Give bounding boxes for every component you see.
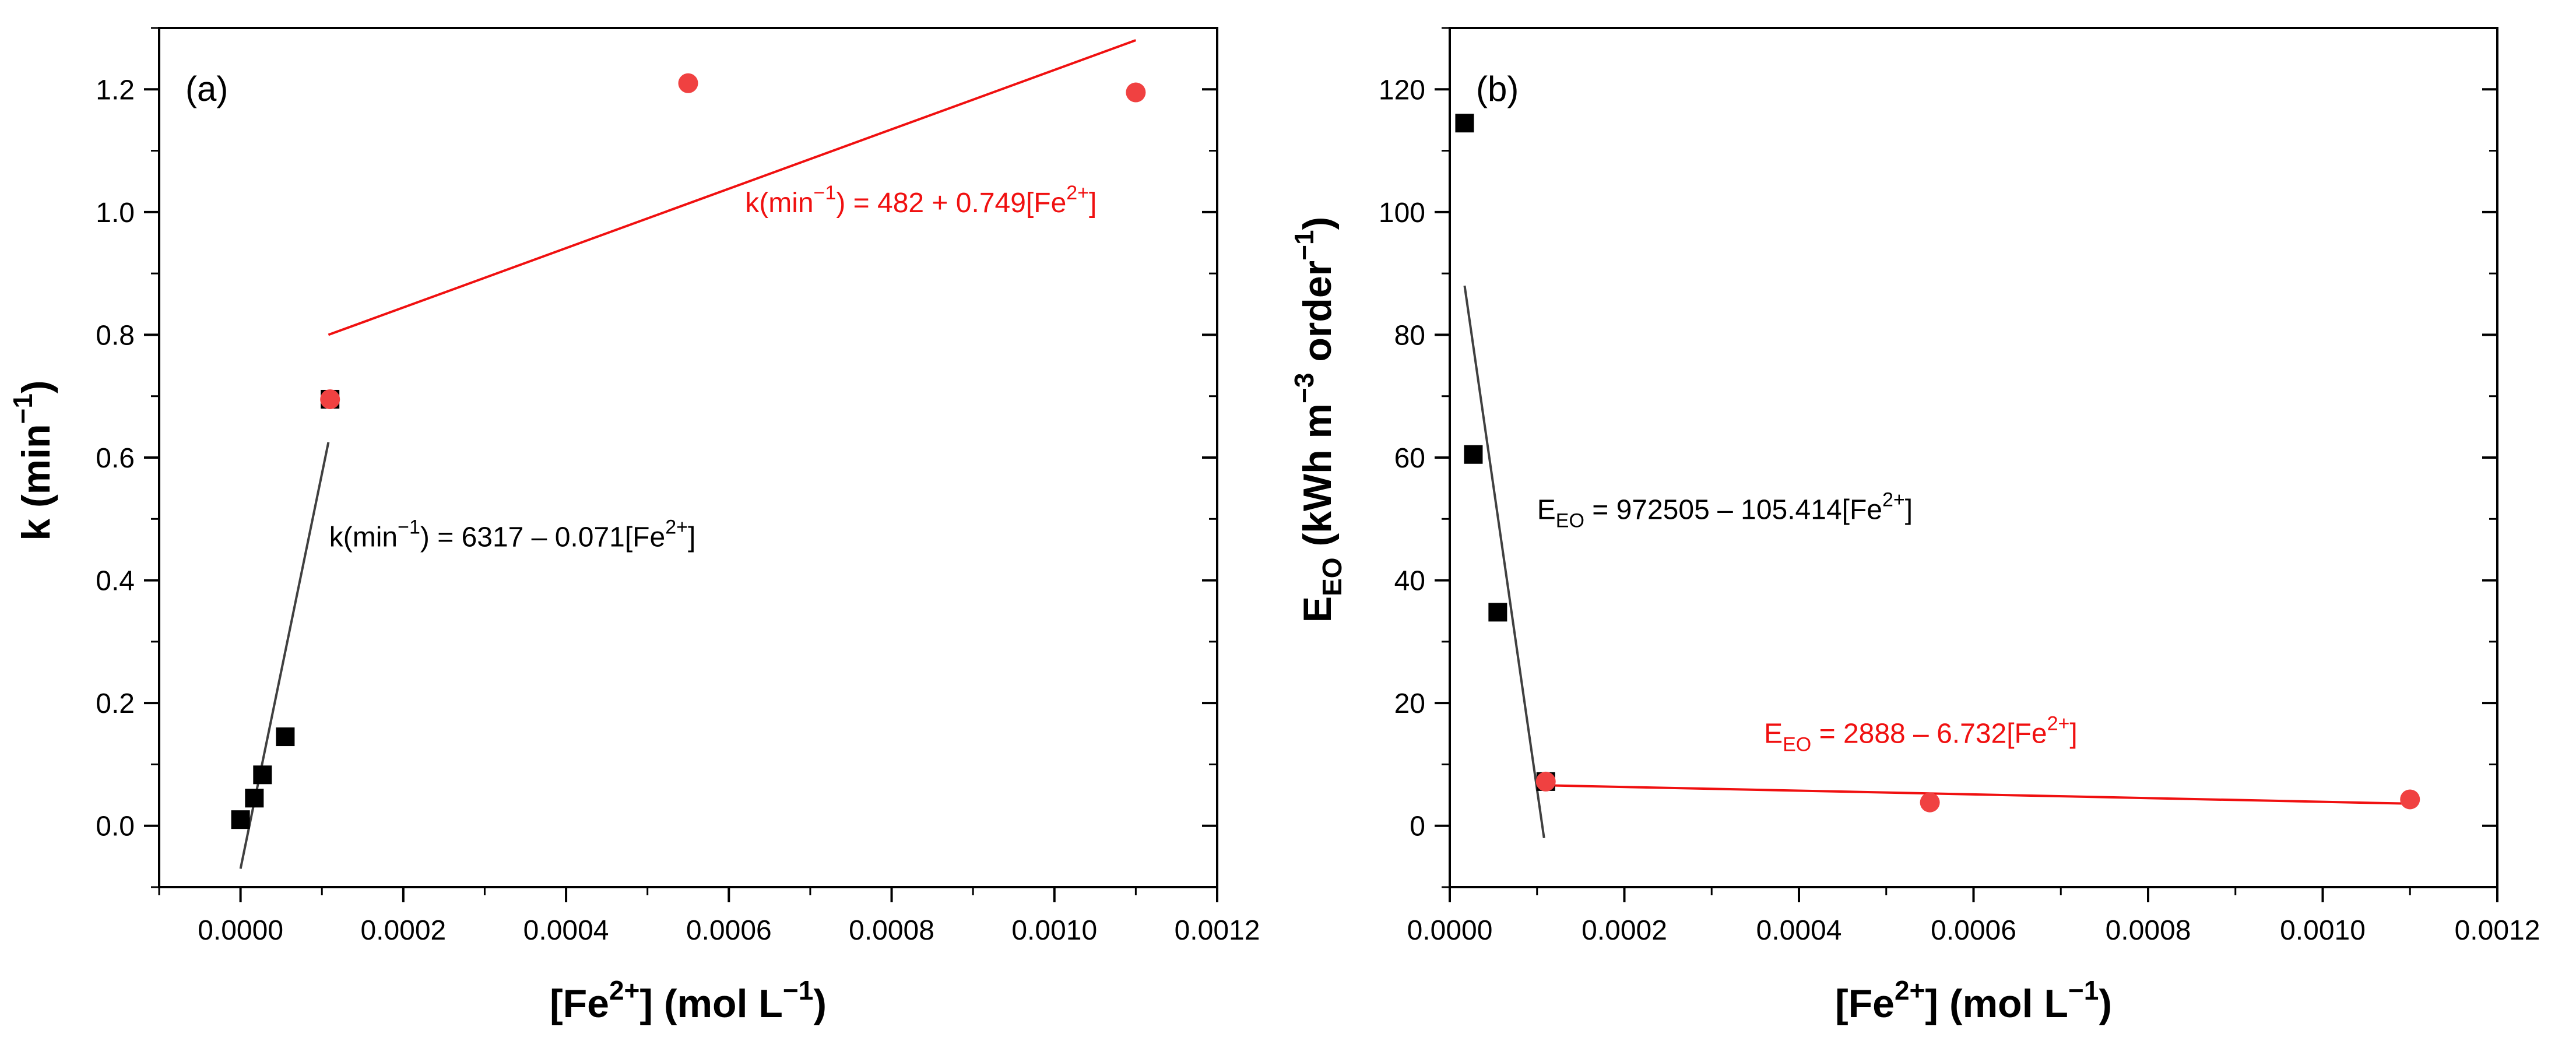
x-tick-label: 0.0008 [2106,915,2191,946]
x-tick-label: 0.0010 [2280,915,2366,946]
x-tick-label: 0.0012 [1175,915,1260,946]
fit-line [1463,285,1545,839]
plot-frame [1449,27,2498,888]
data-point-circle [1920,792,1940,813]
x-axis-label: [Fe2+] (mol L−1) [550,975,827,1026]
y-tick-label: 100 [1379,198,1425,228]
data-point-square [276,727,295,747]
plot-frame [158,27,1218,888]
data-point-square [253,765,272,785]
data-point-square [1488,603,1507,622]
data-point-circle [2400,789,2420,810]
data-point-square [245,789,264,808]
x-tick-label: 0.0000 [198,915,283,946]
y-tick-label: 120 [1379,75,1425,105]
data-point-square [1455,114,1474,133]
y-tick-label: 40 [1394,566,1425,597]
y-axis-label: EEO (kWh m−3 order−1) [1289,217,1347,623]
x-tick-label: 0.0010 [1011,915,1097,946]
panel-label: (a) [185,69,228,108]
fit-equation: k(min−1​) = 6317 – 0.071[Fe2+​] [329,516,696,553]
y-tick-label: 1.0 [96,198,135,228]
fit-line [1544,784,2410,805]
panel-label: (b) [1476,69,1519,108]
fit-equation: EEO​ = 2888 – 6.732[Fe2+​] [1764,713,2078,756]
y-tick-label: 0 [1410,811,1425,842]
data-point-circle [1126,82,1146,103]
fit-equation: k(min−1​) = 482 + 0.749[Fe2+​] [745,182,1097,219]
x-axis-label: [Fe2+] (mol L−1) [1835,975,2112,1026]
data-point-square [231,810,250,829]
y-tick-label: 0.0 [96,811,135,842]
x-tick-label: 0.0000 [1407,915,1493,946]
panel-b: 0.0000 0.0002 0.0004 0.0006 0.0008 0.0010 0.00… [1289,27,2540,1026]
x-tick-label: 0.0004 [1756,915,1842,946]
y-tick-label: 60 [1394,443,1425,474]
data-point-circle [1535,771,1556,792]
y-tick-label: 80 [1394,320,1425,351]
y-tick-label: 0.4 [96,566,135,597]
data-point-circle [320,389,340,409]
y-tick-label: 1.2 [96,75,135,105]
x-tick-label: 0.0012 [2455,915,2540,946]
x-tick-label: 0.0004 [523,915,609,946]
data-point-square [1464,445,1483,464]
x-tick-label: 0.0002 [360,915,446,946]
x-tick-label: 0.0002 [1582,915,1667,946]
panel-a: 0.0000 0.0002 0.0004 0.0006 0.0008 0.0010 0.00… [8,27,1260,1026]
x-tick-label: 0.0008 [849,915,934,946]
y-axis-label: k (min−1) [8,380,58,540]
x-tick-label: 0.0006 [686,915,772,946]
x-tick-label: 0.0006 [1931,915,2016,946]
data-point-circle [678,73,698,93]
fit-line [328,39,1137,336]
fit-equation: EEO​ = 972505 – 105.414[Fe2+​] [1537,488,1913,532]
y-tick-label: 0.6 [96,443,135,474]
y-tick-label: 0.8 [96,320,135,351]
y-tick-label: 20 [1394,688,1425,719]
y-tick-label: 0.2 [96,688,135,719]
